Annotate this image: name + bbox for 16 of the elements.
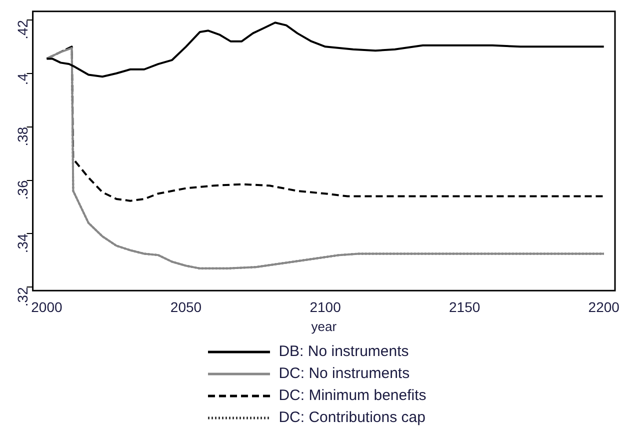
x-axis-title: year bbox=[311, 318, 338, 334]
y-tick-label: .42 bbox=[14, 20, 31, 40]
y-tick-label: .34 bbox=[14, 233, 31, 254]
x-tick-label: 2050 bbox=[170, 298, 202, 315]
y-tick-label: .32 bbox=[14, 286, 31, 307]
x-tick-label: 2200 bbox=[588, 298, 620, 315]
x-tick-label: 2150 bbox=[448, 298, 480, 315]
legend-label: DC: Minimum benefits bbox=[278, 386, 426, 406]
y-tick-label: .4 bbox=[14, 73, 31, 86]
x-tick-label: 2000 bbox=[31, 298, 63, 315]
legend-label: DC: Contributions cap bbox=[278, 408, 426, 428]
y-tick-label: .38 bbox=[14, 126, 31, 146]
y-tick-label: .36 bbox=[14, 180, 31, 200]
x-tick-label: 2100 bbox=[310, 298, 342, 315]
legend-label: DB: No instruments bbox=[278, 342, 409, 362]
legend-label: DC: No instruments bbox=[278, 364, 410, 384]
